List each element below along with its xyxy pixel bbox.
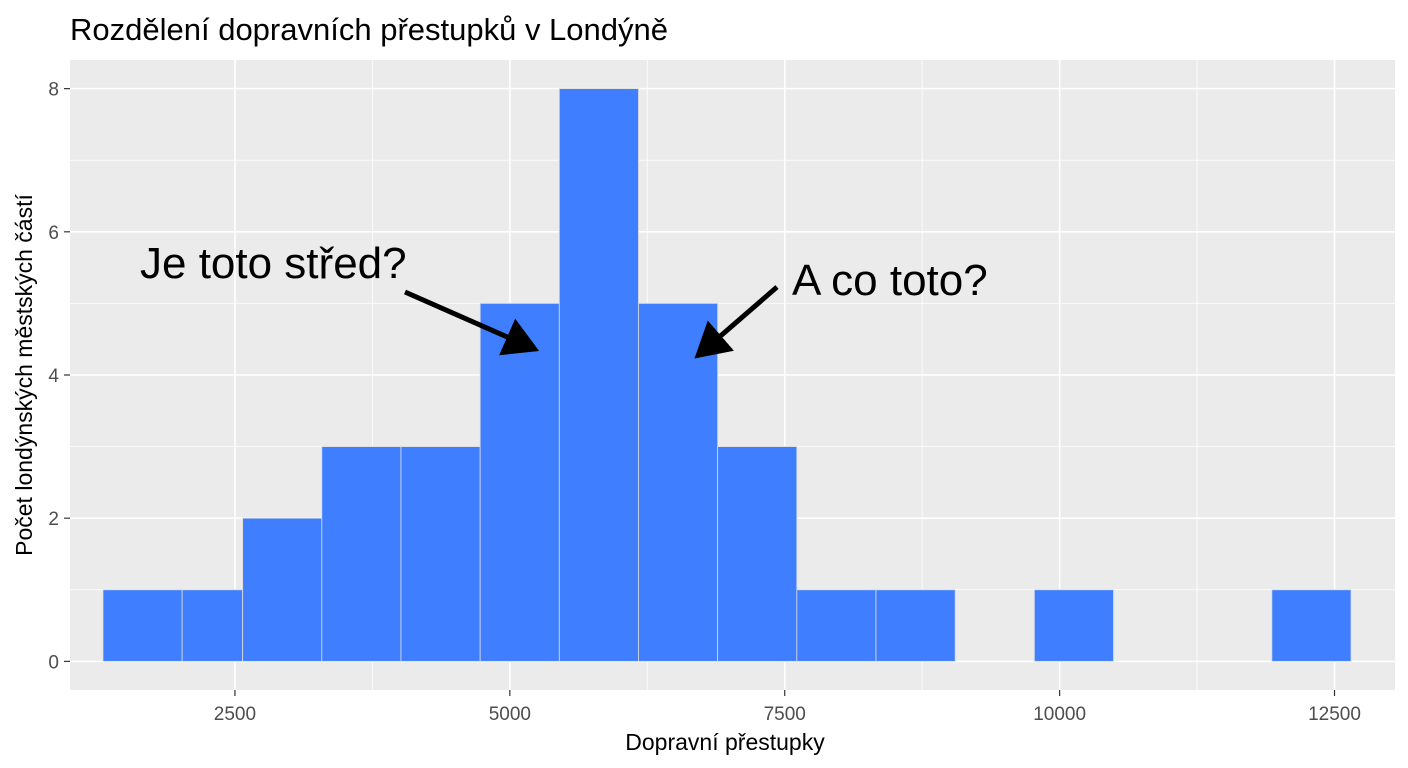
- histogram-bar: [479, 303, 560, 662]
- y-tick-label: 2: [48, 509, 59, 530]
- histogram-bar: [558, 88, 639, 662]
- x-axis-label: Dopravní přestupky: [625, 729, 825, 755]
- histogram-bar: [102, 589, 183, 662]
- histogram-bar: [400, 446, 481, 662]
- histogram-bar: [875, 589, 956, 662]
- x-axis-ticks: 2500 5000 7500 10000 12500: [214, 690, 1361, 725]
- x-tick-label: 10000: [1033, 704, 1086, 725]
- histogram-bar: [717, 446, 798, 662]
- y-axis-ticks: 0 2 4 6 8: [48, 80, 70, 673]
- arrow-right-icon: [694, 285, 779, 359]
- histogram-bar: [321, 446, 402, 662]
- histogram-bar: [242, 517, 323, 662]
- annotation-text-center: Je toto střed?: [140, 239, 407, 288]
- chart-title: Rozdělení dopravních přestupků v Londýně: [70, 12, 668, 47]
- y-tick-label: 0: [48, 652, 59, 673]
- y-axis-label: Počet londýnských městských částí: [11, 194, 37, 556]
- histogram-bar: [638, 303, 719, 662]
- histogram-bar: [1271, 589, 1352, 662]
- y-tick-label: 6: [48, 223, 59, 244]
- histogram-bar: [796, 589, 877, 662]
- x-tick-label: 7500: [764, 704, 806, 725]
- y-tick-label: 4: [48, 366, 59, 387]
- annotation-text-other: A co toto?: [792, 256, 988, 305]
- annotation-other-question: A co toto?: [694, 256, 988, 359]
- histogram-bar: [1033, 589, 1114, 662]
- histogram-bars: [102, 88, 1352, 662]
- x-tick-label: 5000: [489, 704, 531, 725]
- y-tick-label: 8: [48, 80, 59, 101]
- histogram-bar: [181, 589, 244, 662]
- annotation-center-question: Je toto střed?: [140, 239, 540, 356]
- x-tick-label: 2500: [214, 704, 256, 725]
- x-tick-label: 12500: [1308, 704, 1361, 725]
- arrow-left-icon: [403, 289, 540, 356]
